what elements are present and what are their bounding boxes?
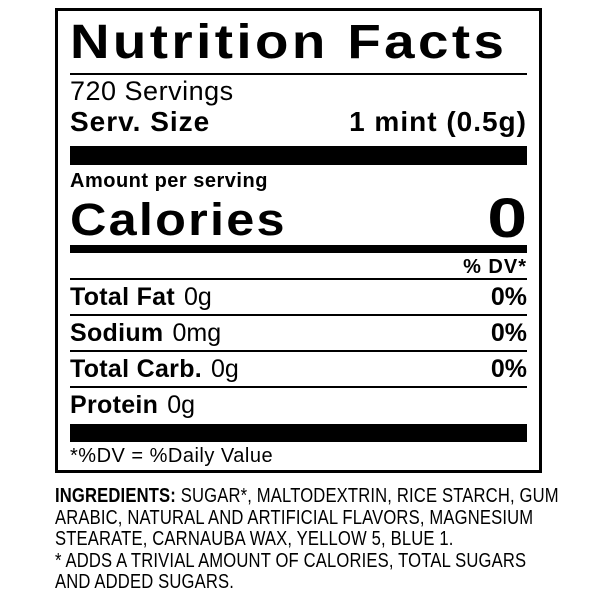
calories-label: Calories bbox=[70, 194, 287, 245]
panel-title: Nutrition Facts bbox=[70, 16, 508, 69]
nutrient-name-amount: Sodium 0mg bbox=[70, 319, 221, 348]
row-divider bbox=[70, 350, 527, 352]
nutrition-facts-panel: Nutrition Facts 720 Servings Serv. Size … bbox=[55, 8, 542, 473]
serving-size-label: Serv. Size bbox=[70, 106, 211, 137]
nutrient-amount: 0g bbox=[211, 354, 239, 383]
serving-size-value: 1 mint (0.5g) bbox=[349, 106, 527, 137]
row-divider bbox=[70, 314, 527, 316]
nutrient-name: Total Fat bbox=[70, 282, 176, 311]
asterisk-note-line: AND ADDED SUGARS. bbox=[55, 571, 235, 593]
calories-value: 0 bbox=[487, 186, 527, 249]
ingredients-section: INGREDIENTS: SUGAR*, MALTODEXTRIN, RICE … bbox=[55, 485, 570, 594]
daily-value-header: % DV* bbox=[463, 256, 527, 278]
nutrient-dv: 0% bbox=[490, 318, 527, 347]
servings-count: 720 Servings bbox=[70, 76, 234, 106]
nutrient-name: Total Carb. bbox=[70, 354, 203, 383]
nutrient-dv: 0% bbox=[490, 354, 527, 383]
ingredients-line: INGREDIENTS: SUGAR*, MALTODEXTRIN, RICE … bbox=[55, 485, 570, 508]
medium-divider bbox=[70, 245, 527, 253]
nutrient-amount: 0mg bbox=[172, 318, 222, 347]
nutrient-amount: 0g bbox=[167, 390, 196, 419]
amount-per-serving-label: Amount per serving bbox=[70, 170, 268, 192]
title-divider bbox=[70, 73, 527, 75]
thick-divider-top bbox=[70, 146, 527, 165]
nutrient-name: Protein bbox=[70, 390, 159, 419]
calories-row: Calories 0 bbox=[70, 186, 527, 249]
nutrient-row-protein: Protein 0g bbox=[70, 388, 527, 422]
serving-size-row: Serv. Size 1 mint (0.5g) bbox=[70, 106, 527, 138]
nutrient-row-sodium: Sodium 0mg 0% bbox=[70, 316, 527, 350]
nutrient-dv: 0% bbox=[490, 282, 527, 311]
nutrient-name-amount: Protein 0g bbox=[70, 391, 195, 420]
ingredients-line: ARABIC, NATURAL AND ARTIFICIAL FLAVORS, … bbox=[55, 506, 534, 529]
nutrient-row-total-fat: Total Fat 0g 0% bbox=[70, 280, 527, 314]
thick-divider-bottom bbox=[70, 424, 527, 442]
asterisk-note-line: * ADDS A TRIVIAL AMOUNT OF CALORIES, TOT… bbox=[55, 549, 527, 572]
nutrient-name: Sodium bbox=[70, 318, 164, 347]
nutrient-row-total-carb: Total Carb. 0g 0% bbox=[70, 352, 527, 386]
ingredients-heading: INGREDIENTS: bbox=[55, 485, 176, 507]
dv-footnote: *%DV = %Daily Value bbox=[70, 445, 274, 467]
ingredients-text: SUGAR*, MALTODEXTRIN, RICE STARCH, GUM bbox=[180, 485, 559, 507]
nutrient-amount: 0g bbox=[184, 282, 212, 311]
nutrient-name-amount: Total Carb. 0g bbox=[70, 355, 239, 384]
row-divider bbox=[70, 278, 527, 280]
ingredients-line: STEARATE, CARNAUBA WAX, YELLOW 5, BLUE 1… bbox=[55, 528, 454, 550]
row-divider bbox=[70, 386, 527, 388]
nutrient-name-amount: Total Fat 0g bbox=[70, 283, 212, 312]
